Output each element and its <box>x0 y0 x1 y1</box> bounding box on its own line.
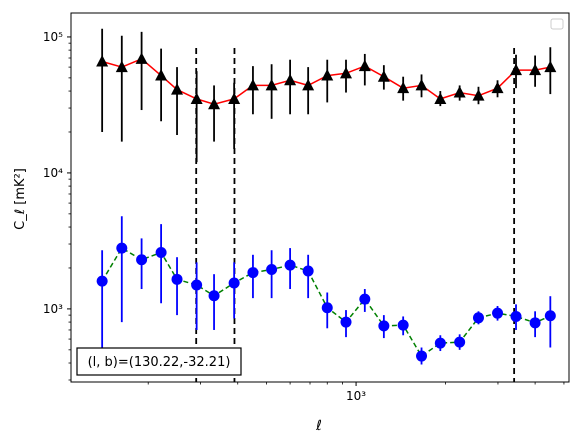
triangle-marker <box>228 92 241 104</box>
y-tick-label: 10⁴ <box>43 166 63 180</box>
triangle-marker <box>453 86 466 98</box>
circle-marker <box>492 307 504 319</box>
annotation-box: (l, b)=(130.22,-32.21) <box>76 347 242 376</box>
y-axis-label: C_ℓ [mK²] <box>13 168 28 230</box>
circle-marker <box>359 293 371 305</box>
circle-marker <box>191 279 203 291</box>
triangle-marker <box>491 81 504 94</box>
triangle-marker <box>397 81 410 94</box>
circle-marker <box>284 259 296 271</box>
triangle-marker <box>171 83 184 95</box>
circle-marker <box>397 319 409 331</box>
circle-marker <box>96 275 108 287</box>
triangle-marker <box>155 69 168 81</box>
plot-area <box>96 28 557 382</box>
y-tick-label: 10³ <box>43 302 63 316</box>
circle-marker <box>416 350 428 362</box>
circle-marker <box>155 246 167 258</box>
circle-marker <box>208 290 220 302</box>
circle-marker <box>116 242 128 254</box>
x-axis-label: ℓ <box>315 418 322 434</box>
circle-marker <box>302 265 314 277</box>
circle-marker <box>454 336 466 348</box>
triangle-marker <box>96 54 109 67</box>
triangle-marker <box>302 78 315 91</box>
series-layer <box>96 28 557 365</box>
triangle-marker <box>415 78 428 91</box>
circle-marker <box>228 277 240 289</box>
triangle-marker <box>377 70 390 82</box>
circle-marker <box>266 263 278 275</box>
triangle-marker <box>358 59 371 72</box>
triangle-series <box>96 28 557 163</box>
circle-marker <box>171 273 183 285</box>
circle-marker <box>544 310 556 322</box>
circle-marker <box>378 320 390 332</box>
x-tick-label: 10³ <box>346 389 366 403</box>
triangle-marker <box>321 69 334 81</box>
axes-frame <box>70 12 570 383</box>
triangle-marker <box>208 97 221 110</box>
circle-marker <box>321 302 333 314</box>
y-tick-label: 10⁵ <box>43 30 63 44</box>
triangle-marker <box>115 60 128 73</box>
circle-marker <box>136 254 148 266</box>
triangle-marker <box>529 63 542 76</box>
triangle-marker <box>246 78 259 91</box>
triangle-marker <box>135 52 148 64</box>
circle-marker <box>340 316 352 328</box>
annotation-frame <box>76 347 242 376</box>
axis-ticks: 10³ 10³ 10⁴ 10⁵ <box>43 30 565 403</box>
circle-marker <box>247 267 259 279</box>
circle-marker <box>529 317 541 329</box>
circle-marker <box>434 337 446 349</box>
triangle-marker <box>472 89 485 101</box>
triangle-marker <box>265 78 278 91</box>
triangle-marker <box>510 63 523 76</box>
circle-marker <box>472 312 484 324</box>
triangle-marker <box>434 92 447 104</box>
circle-marker <box>510 310 522 322</box>
triangle-marker <box>284 73 297 86</box>
legend-box <box>550 18 564 30</box>
triangle-marker <box>190 92 203 104</box>
triangle-marker <box>340 66 353 79</box>
circle-series <box>96 216 556 365</box>
triangle-marker <box>544 60 557 73</box>
annotation-text: (l, b)=(130.22,-32.21) <box>88 355 231 370</box>
